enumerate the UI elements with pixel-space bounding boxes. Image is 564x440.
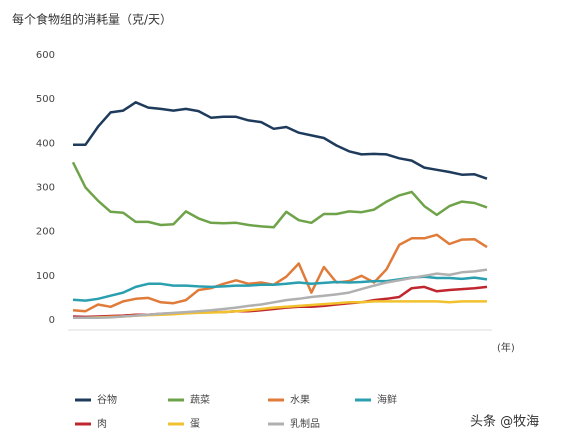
legend-label: 肉: [97, 417, 107, 430]
legend-label: 海鲜: [377, 393, 397, 406]
y-tick-label: 500: [36, 94, 55, 105]
legend-label: 水果: [290, 394, 310, 406]
series-line: [73, 101, 488, 180]
legend-label: 蛋: [190, 418, 200, 430]
series-line: [71, 161, 488, 229]
y-tick-label: 0: [49, 315, 55, 326]
y-tick-label: 300: [36, 183, 55, 194]
series-line: [72, 233, 488, 313]
y-tick-label: 600: [36, 50, 55, 61]
legend-label: 蔬菜: [190, 394, 210, 406]
legend-label: 谷物: [97, 393, 117, 406]
y-tick-label: 200: [36, 227, 55, 238]
series-line: [73, 268, 488, 320]
y-tick-label: 400: [36, 138, 55, 149]
x-axis-label: (年): [497, 341, 515, 354]
y-tick-label: 100: [36, 271, 55, 282]
legend-label: 乳制品: [290, 417, 320, 430]
watermark: 头条 @牧海: [470, 414, 539, 430]
chart-title: 每个食物组的消耗量（克/天）: [12, 12, 172, 27]
